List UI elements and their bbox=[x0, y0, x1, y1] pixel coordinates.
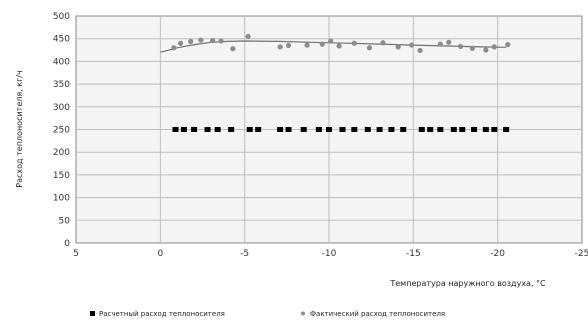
data-point-calculated bbox=[285, 127, 292, 132]
y-tick-label: 200 bbox=[53, 148, 70, 158]
y-tick-label: 450 bbox=[53, 35, 70, 45]
x-tick-label: 0 bbox=[157, 249, 163, 259]
data-point-calculated bbox=[503, 127, 510, 132]
data-point-calculated bbox=[471, 127, 478, 132]
data-point-actual bbox=[319, 41, 325, 47]
data-point-calculated bbox=[437, 127, 444, 132]
legend-marker-calculated bbox=[90, 311, 95, 316]
data-point-calculated bbox=[204, 127, 211, 132]
y-tick-label: 100 bbox=[53, 194, 70, 204]
data-point-calculated bbox=[339, 127, 346, 132]
data-point-calculated bbox=[214, 127, 221, 132]
legend-marker-actual bbox=[301, 311, 305, 316]
x-tick-label: -15 bbox=[406, 249, 421, 259]
data-point-actual bbox=[245, 33, 251, 40]
y-tick-label: 50 bbox=[59, 216, 71, 226]
data-point-actual bbox=[457, 43, 464, 50]
data-point-actual bbox=[491, 44, 497, 50]
y-tick-label: 250 bbox=[53, 126, 70, 136]
y-tick-label: 0 bbox=[64, 239, 70, 249]
y-axis-title: Расход теплоносителя, кг/ч bbox=[15, 70, 24, 187]
data-point-actual bbox=[437, 41, 443, 47]
data-point-actual bbox=[483, 47, 489, 53]
data-point-calculated bbox=[255, 127, 262, 132]
data-point-calculated bbox=[427, 127, 434, 132]
legend: Расчетный расход теплоносителя Фактическ… bbox=[90, 310, 445, 318]
x-tick-label: 5 bbox=[73, 249, 79, 259]
data-point-calculated bbox=[180, 127, 187, 132]
data-point-actual bbox=[277, 44, 283, 50]
x-tick-labels: 5 0 -5 -10 -15 -20 -25 bbox=[73, 249, 588, 259]
data-point-calculated bbox=[300, 127, 307, 132]
data-point-calculated bbox=[191, 127, 198, 132]
x-tick-label: -5 bbox=[240, 249, 249, 259]
grid bbox=[76, 16, 582, 243]
data-point-calculated bbox=[172, 127, 179, 132]
x-tick-label: -10 bbox=[322, 249, 337, 259]
data-point-actual bbox=[218, 38, 224, 44]
x-tick-label: -20 bbox=[490, 249, 505, 259]
data-point-actual bbox=[230, 46, 236, 52]
y-tick-label: 400 bbox=[53, 57, 70, 67]
data-point-actual bbox=[395, 44, 401, 50]
data-point-calculated bbox=[491, 127, 498, 132]
y-tick-label: 300 bbox=[53, 103, 70, 113]
data-point-calculated bbox=[364, 127, 371, 132]
data-point-actual bbox=[351, 40, 357, 46]
y-tick-label: 500 bbox=[53, 12, 70, 22]
data-point-actual bbox=[188, 38, 194, 45]
legend-label-actual: Фактический расход теплоносителя bbox=[310, 310, 445, 318]
data-point-calculated bbox=[315, 127, 322, 132]
data-point-actual bbox=[505, 42, 511, 48]
data-point-actual bbox=[409, 42, 415, 48]
data-point-actual bbox=[171, 45, 177, 51]
data-point-calculated bbox=[277, 127, 284, 132]
data-point-actual bbox=[380, 40, 386, 46]
data-point-actual bbox=[446, 39, 452, 45]
x-tick-label: -25 bbox=[575, 249, 588, 259]
data-point-actual bbox=[198, 37, 204, 43]
data-point-actual bbox=[328, 38, 334, 44]
data-point-calculated bbox=[228, 127, 235, 132]
y-tick-label: 350 bbox=[53, 80, 70, 90]
data-point-calculated bbox=[388, 127, 395, 132]
data-point-calculated bbox=[246, 127, 253, 132]
data-point-calculated bbox=[482, 127, 489, 132]
legend-label-calculated: Расчетный расход теплоносителя bbox=[99, 310, 225, 318]
data-point-actual bbox=[177, 40, 184, 46]
data-point-actual bbox=[417, 47, 423, 54]
data-point-calculated bbox=[418, 127, 425, 132]
data-point-actual bbox=[469, 45, 475, 51]
data-point-actual bbox=[366, 45, 373, 51]
data-point-actual bbox=[285, 42, 292, 49]
data-point-actual bbox=[304, 42, 310, 48]
data-point-calculated bbox=[351, 127, 358, 132]
data-point-calculated bbox=[376, 127, 383, 132]
data-point-calculated bbox=[459, 127, 466, 132]
x-axis-title: Температура наружного воздуха, °C bbox=[389, 279, 546, 288]
data-point-calculated bbox=[326, 127, 332, 132]
y-tick-labels: 0 50 100 150 200 250 300 350 400 450 500 bbox=[53, 12, 70, 249]
data-point-calculated bbox=[400, 127, 407, 132]
data-point-calculated bbox=[450, 127, 457, 132]
data-point-actual bbox=[336, 43, 342, 49]
data-points bbox=[171, 33, 511, 132]
data-point-actual bbox=[210, 37, 216, 44]
y-tick-label: 150 bbox=[53, 171, 70, 181]
